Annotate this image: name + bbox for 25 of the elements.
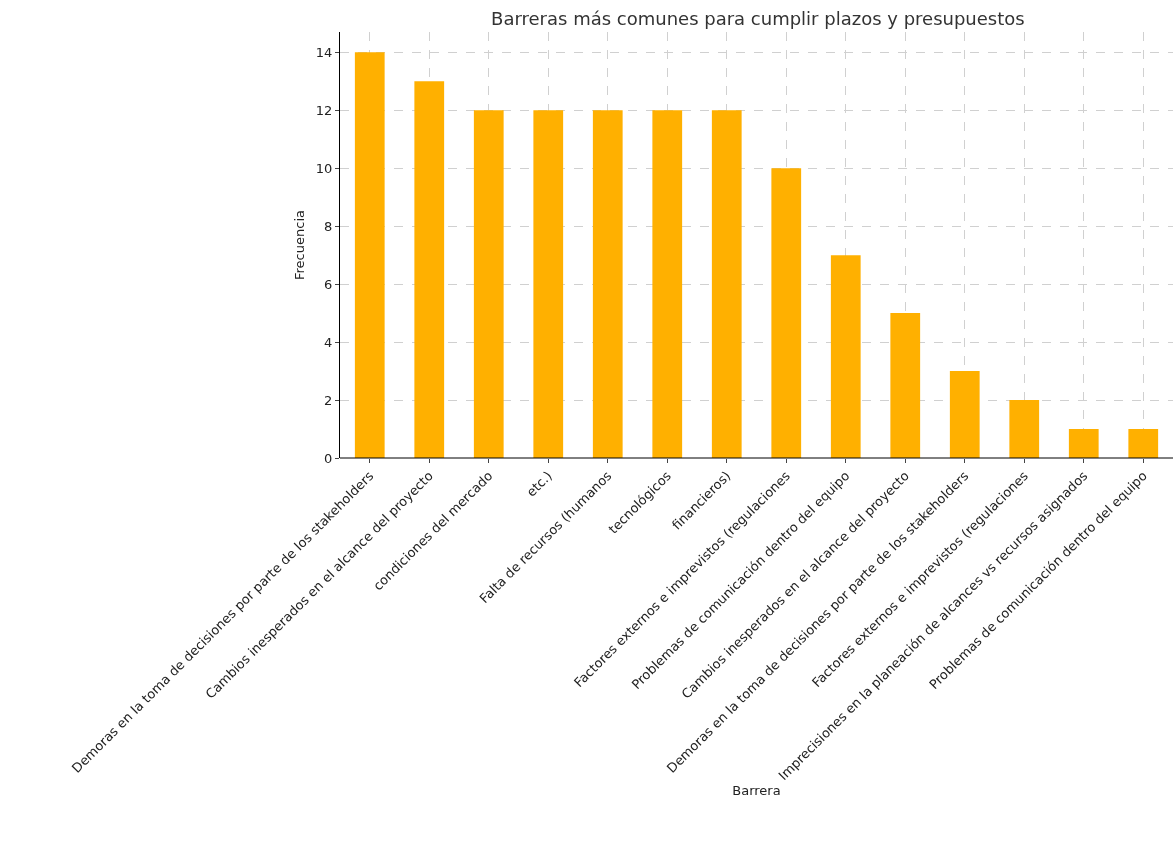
x-axis-title: Barrera [732, 783, 781, 799]
y-axis-title: Frecuencia [292, 210, 307, 280]
bar [830, 255, 861, 458]
bar [771, 168, 802, 458]
y-tick-label: 6 [324, 276, 333, 292]
bar [414, 81, 445, 458]
bar [533, 110, 564, 458]
y-tick-label: 10 [315, 160, 333, 176]
bar [711, 110, 742, 458]
bar [890, 313, 921, 458]
bar [949, 371, 980, 458]
bar [473, 110, 504, 458]
chart-title: Barreras más comunes para cumplir plazos y presupuestos [491, 8, 1025, 30]
bar [1009, 400, 1040, 458]
bar [592, 110, 623, 458]
y-tick-label: 2 [324, 392, 333, 408]
y-tick-label: 8 [324, 218, 333, 234]
y-tick-label: 4 [324, 334, 333, 350]
y-tick-label: 14 [315, 44, 333, 60]
bar [354, 52, 385, 458]
y-tick-label: 0 [324, 450, 333, 466]
bar [1068, 429, 1099, 458]
bar [652, 110, 683, 458]
y-tick-label: 12 [315, 102, 333, 118]
bar [1128, 429, 1159, 458]
